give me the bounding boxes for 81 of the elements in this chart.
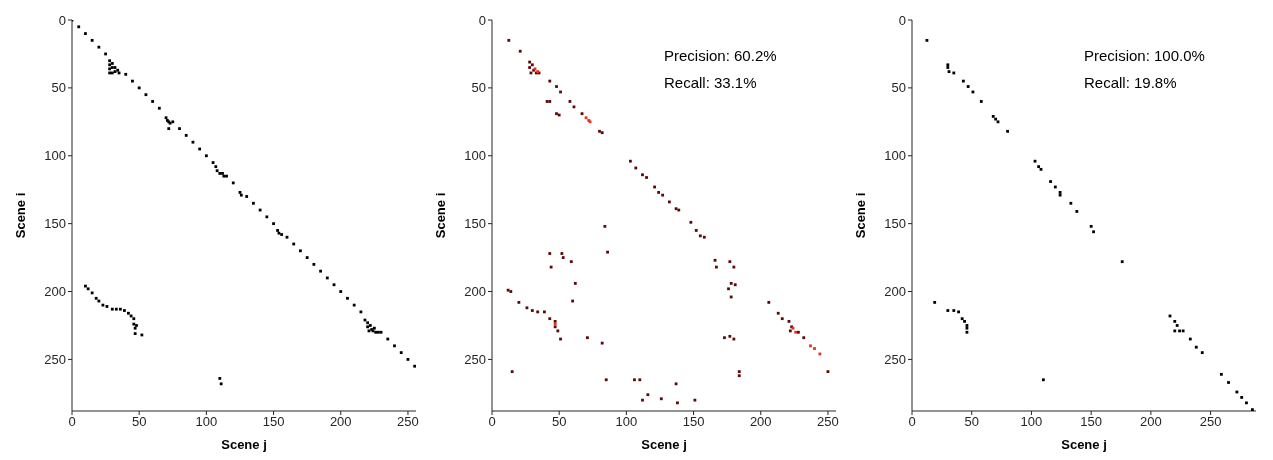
y-tick-label: 0	[478, 12, 486, 28]
x-tick-label: 200	[749, 414, 772, 430]
point	[1173, 329, 1177, 333]
point	[1240, 396, 1244, 399]
x-tick-label: 100	[615, 414, 638, 430]
point	[1058, 191, 1062, 194]
annotation: Precision: 100.0%	[1084, 46, 1205, 66]
y-tick-label: 150	[44, 216, 66, 232]
point	[991, 114, 995, 118]
x-tick-label: 50	[131, 414, 147, 430]
y-tick-label: 0	[58, 12, 66, 28]
y-tick-label: 50	[891, 80, 906, 96]
y-tick-label: 0	[898, 12, 906, 28]
annotation: Precision: 60.2%	[664, 46, 777, 66]
point	[1041, 378, 1045, 382]
y-tick-label: 200	[44, 284, 66, 300]
point	[966, 85, 970, 88]
point	[1175, 324, 1179, 327]
point	[1178, 329, 1181, 333]
point	[1006, 129, 1009, 133]
point	[1049, 180, 1052, 183]
x-tick-label: 200	[1140, 414, 1162, 430]
x-tick-label: 0	[488, 414, 496, 430]
x-tick-label: 250	[1199, 414, 1222, 430]
x-tick-label: 250	[397, 414, 419, 430]
x-tick-label: 50	[964, 414, 979, 430]
x-axis-title: Scene j	[1061, 437, 1107, 452]
point	[1245, 401, 1248, 405]
point	[946, 63, 950, 67]
y-tick-label: 100	[884, 148, 906, 164]
annotation: Recall: 33.1%	[664, 73, 758, 93]
x-tick-label: 0	[68, 414, 76, 430]
point	[946, 66, 950, 69]
point	[952, 309, 956, 312]
x-tick-label: 50	[551, 414, 567, 430]
point	[1219, 372, 1223, 376]
point	[1069, 201, 1073, 205]
point	[1194, 345, 1198, 349]
y-axis-title: Scene i	[432, 192, 448, 239]
point	[963, 320, 966, 323]
y-tick-label: 50	[471, 80, 486, 96]
y-axis-title: Scene i	[852, 192, 868, 239]
x-tick-label: 200	[329, 414, 352, 430]
point	[979, 100, 983, 103]
point	[1092, 230, 1095, 234]
x-tick-label: 150	[682, 414, 705, 430]
y-axis-title: Scene i	[12, 192, 28, 239]
y-tick-label: 150	[884, 216, 906, 232]
point	[1200, 351, 1204, 355]
point	[1058, 193, 1062, 197]
point	[946, 309, 950, 312]
x-tick-label: 250	[817, 414, 839, 430]
y-tick-label: 50	[51, 80, 66, 96]
x-tick-label: 100	[195, 414, 218, 430]
x-tick-label: 100	[1020, 414, 1043, 430]
y-tick-label: 250	[44, 352, 66, 368]
x-axis-title: Scene j	[641, 437, 687, 452]
x-tick-label: 0	[908, 414, 916, 430]
x-tick-label: 150	[1080, 414, 1103, 430]
point	[960, 317, 964, 321]
point	[1173, 320, 1177, 323]
point	[957, 310, 960, 314]
y-tick-label: 150	[464, 216, 486, 232]
annotation: Recall: 19.8%	[1084, 73, 1178, 93]
x-tick-label: 150	[262, 414, 285, 430]
y-tick-label: 250	[464, 352, 486, 368]
point	[1075, 210, 1079, 213]
y-tick-label: 250	[884, 352, 906, 368]
point	[933, 300, 937, 304]
x-axis-title: Scene j	[221, 437, 267, 452]
point	[1251, 408, 1254, 411]
point	[1120, 260, 1124, 264]
point	[813, 347, 816, 350]
y-tick-label: 200	[884, 284, 906, 300]
y-tick-label: 100	[464, 148, 486, 164]
point	[809, 344, 812, 348]
y-tick-label: 200	[464, 284, 486, 300]
point	[1181, 329, 1185, 333]
y-tick-label: 100	[44, 148, 66, 164]
point	[1227, 381, 1230, 384]
point	[1089, 224, 1093, 228]
